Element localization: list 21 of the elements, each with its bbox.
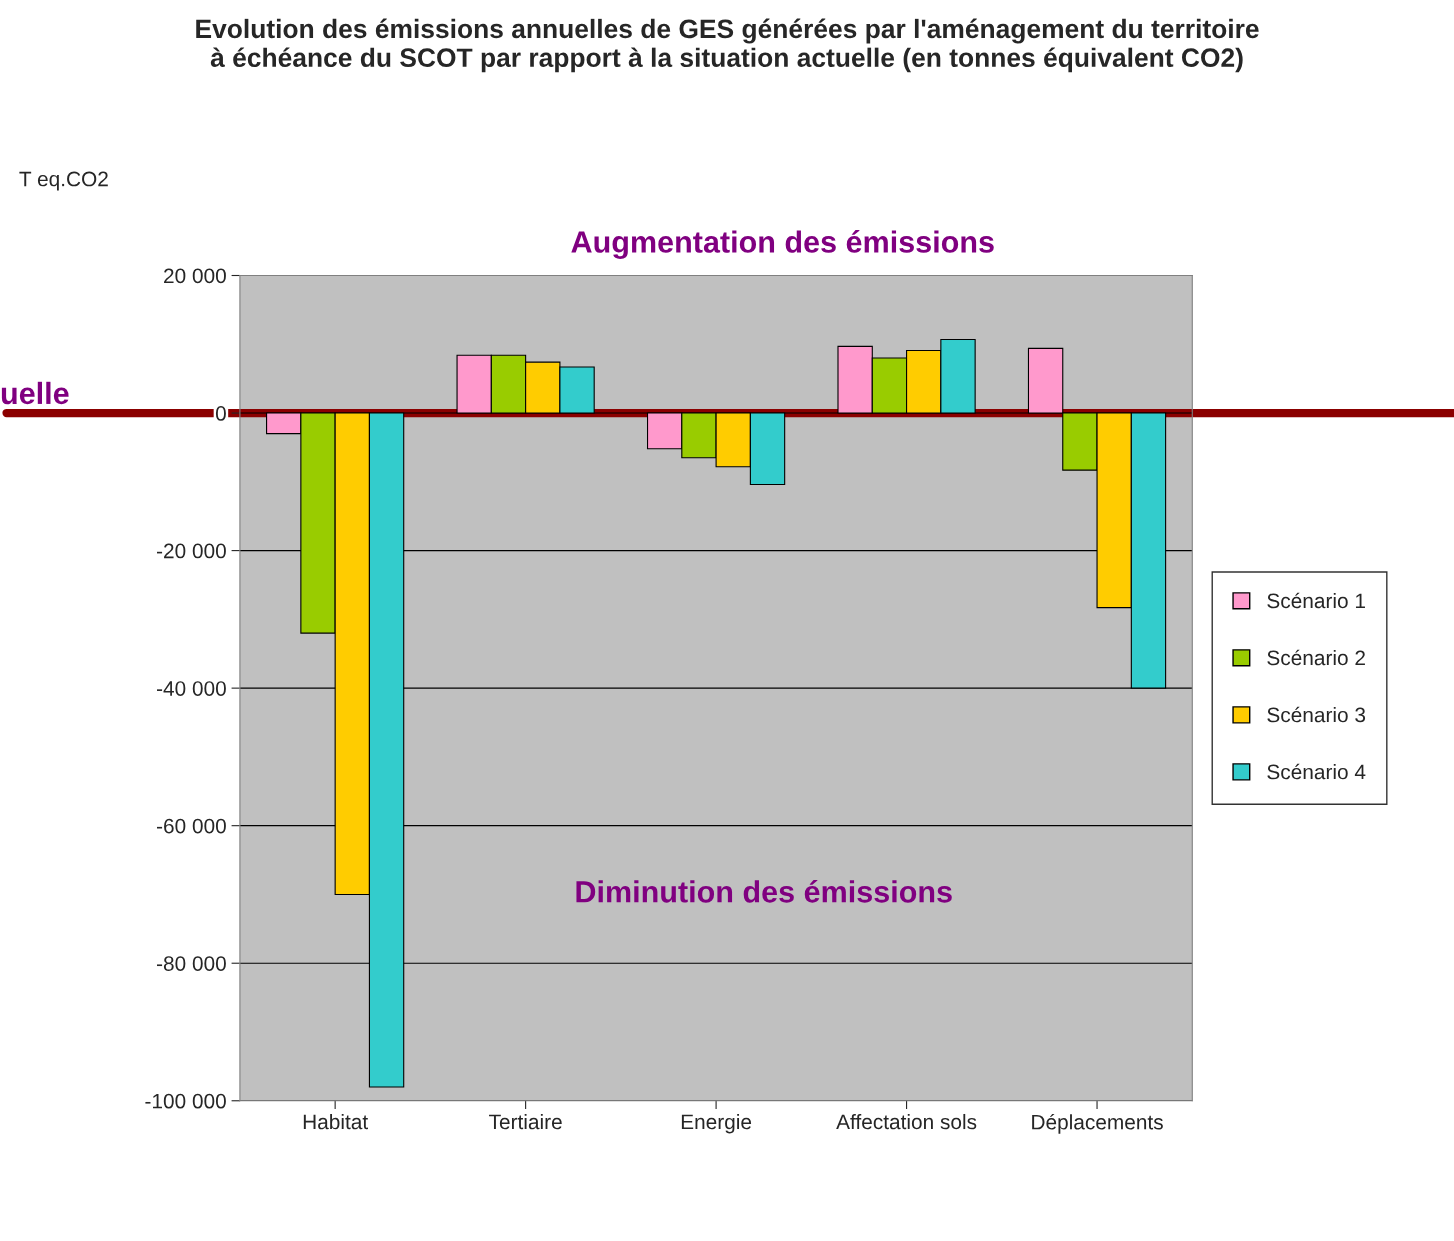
ref-line-label: uelle	[1, 381, 69, 405]
y-tick-label: -80 000	[156, 956, 226, 971]
y-tick-label: -60 000	[156, 818, 226, 834]
y-tick-label: -40 000	[156, 681, 226, 696]
legend-label: Scénario 4	[1267, 763, 1366, 780]
x-tick-label: Tertiaire	[489, 1113, 562, 1130]
text: Augmentation des émissions	[571, 230, 994, 259]
legend-label: Scénario 1	[1267, 592, 1365, 609]
y-axis-title: T eq.CO2	[19, 171, 108, 191]
legend-label: Scénario 2	[1267, 649, 1365, 666]
x-tick-label: Affectation sols	[836, 1113, 977, 1130]
x-tick-label: Energie	[681, 1113, 752, 1134]
y-tick-label: 0	[215, 406, 226, 421]
legend-label: Scénario 3	[1267, 706, 1366, 723]
annotation: Diminution des émissions	[576, 879, 952, 903]
y-tick-label: -100 000	[145, 1093, 226, 1109]
x-tick-label: Déplacements	[1032, 1113, 1163, 1134]
chart-title: Evolution des émissions annuelles de GES générées par l'aménagement du territoire à échéance du SCOT par rapport à la situation actuelle (en tonnes équivalent CO2)	[196, 18, 1259, 73]
x-tick-label: Habitat	[303, 1113, 368, 1130]
y-tick-label: 20 000	[164, 268, 226, 284]
y-tick-label: -20 000	[156, 543, 226, 559]
